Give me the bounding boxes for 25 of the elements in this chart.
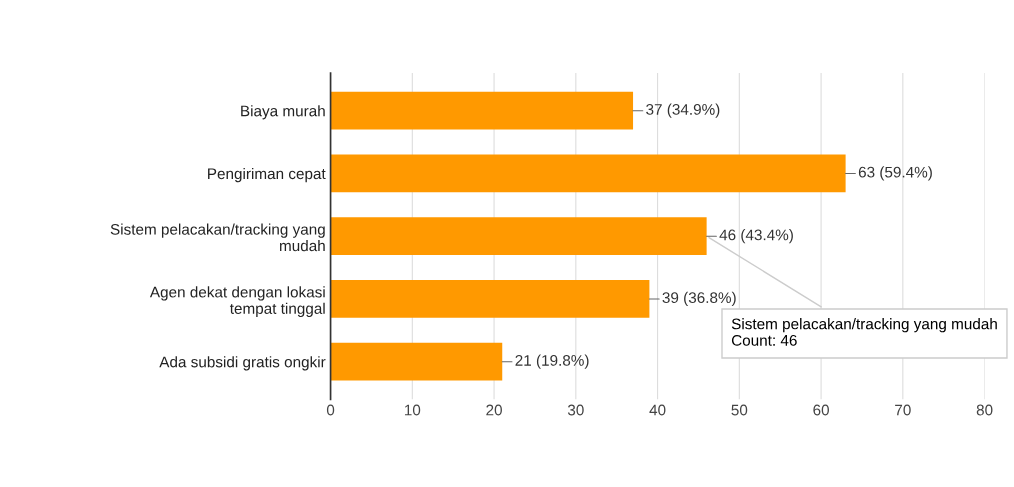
x-tick-label: 60	[813, 404, 829, 416]
x-tick-label: 50	[731, 404, 748, 416]
annotation: Sistem pelacakan/tracking yang mudah Count: 46	[731, 318, 997, 346]
x-tick-label: 20	[486, 404, 502, 416]
bar	[330, 280, 650, 318]
bar	[330, 154, 846, 193]
x-tick-label: 30	[567, 404, 584, 416]
y-tick-label: Sistem pelacakan/tracking yang mudah	[110, 223, 325, 252]
data-label: 37 (34.9%)	[646, 103, 720, 118]
x-tick-label: 70	[895, 404, 911, 416]
x-tick-label: 80	[976, 404, 993, 416]
data-label: 39 (36.8%)	[662, 291, 736, 307]
x-tick-label: 10	[404, 404, 421, 416]
bar	[330, 91, 634, 130]
x-tick-label: 0	[326, 404, 335, 416]
bar	[330, 217, 707, 256]
y-tick-label: Ada subsidi gratis ongkir	[159, 356, 326, 371]
bar	[330, 342, 503, 381]
y-tick-label: Biaya murah	[241, 105, 325, 120]
y-tick-label: Pengiriman cepat	[208, 167, 326, 183]
data-label: 63 (59.4%)	[858, 166, 932, 181]
data-label: 21 (19.8%)	[515, 354, 589, 369]
data-label: 46 (43.4%)	[719, 229, 793, 244]
x-tick-label: 40	[649, 404, 666, 416]
y-tick-label: Agen dekat dengan lokasi tempat tinggal	[149, 286, 325, 317]
